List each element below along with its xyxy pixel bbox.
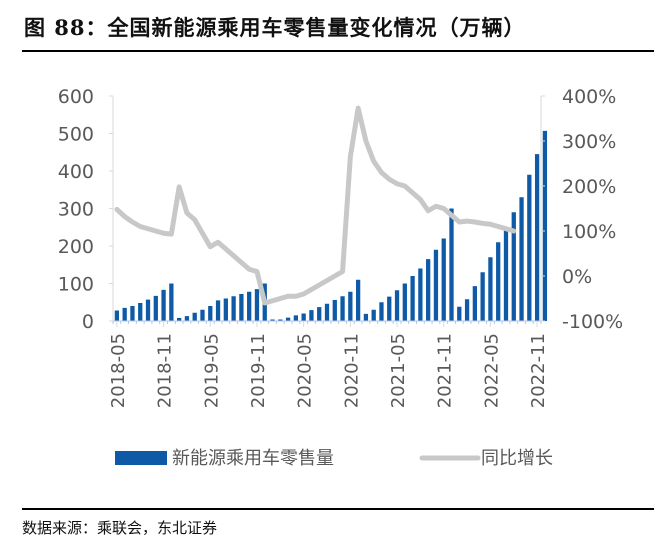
bar <box>534 154 540 321</box>
left-axis-tick-label: 100 <box>58 274 94 296</box>
bar <box>496 242 501 321</box>
bar <box>169 283 174 321</box>
bar <box>488 257 493 321</box>
right-axis-tick-label: 300% <box>562 131 616 153</box>
bar <box>145 299 151 321</box>
x-tick-label: 2022-11 <box>528 333 549 408</box>
bar <box>153 295 158 321</box>
bar <box>542 130 548 321</box>
right-axis-tick-label: -100% <box>562 311 623 333</box>
bar <box>293 315 299 321</box>
x-tick-label: 2021-05 <box>388 333 409 408</box>
bar <box>270 319 275 321</box>
bar <box>464 299 470 321</box>
bar <box>441 238 446 321</box>
left-axis-tick-label: 0 <box>82 311 94 333</box>
x-tick-label: 2018-11 <box>155 333 176 408</box>
bar <box>348 291 353 321</box>
bar <box>278 319 283 321</box>
bar <box>410 276 415 321</box>
bar <box>208 306 213 321</box>
bar <box>223 298 228 321</box>
bar <box>480 272 485 321</box>
bar <box>254 289 260 321</box>
bar <box>340 296 345 321</box>
bar <box>200 309 205 321</box>
x-tick-label: 2020-05 <box>295 333 316 408</box>
chart: 600 500 400 300 200 100 0 400% 300% 200% 100% 0% -10… <box>58 86 623 469</box>
x-tick-label: 2019-05 <box>201 333 222 408</box>
source-rule <box>22 508 654 510</box>
bar <box>449 208 454 321</box>
x-tick-label: 2022-05 <box>481 333 502 408</box>
x-tick-label: 2021-11 <box>435 333 456 408</box>
right-axis-tick-label: 400% <box>562 86 616 108</box>
left-axis-tick-label: 200 <box>58 236 94 258</box>
bar <box>519 197 524 321</box>
title-rule <box>22 50 654 52</box>
bar <box>114 310 120 321</box>
right-axis-tick-label: 100% <box>562 221 616 243</box>
bar <box>215 300 221 321</box>
bar <box>317 307 322 321</box>
bar <box>332 300 337 321</box>
bar <box>324 303 330 321</box>
bar <box>184 316 190 321</box>
bar <box>239 294 244 321</box>
bar <box>122 307 127 321</box>
bar <box>363 313 369 321</box>
bar <box>247 291 252 321</box>
bar <box>387 296 392 321</box>
bar <box>130 306 135 321</box>
x-tick-label: 2019-11 <box>248 333 269 408</box>
legend-label-bar: 新能源乘用车零售量 <box>172 448 334 469</box>
bar <box>426 259 431 321</box>
legend-label-line: 同比增长 <box>481 448 553 469</box>
bar <box>433 249 439 321</box>
x-tick-label: 2020-11 <box>341 333 362 408</box>
bar <box>371 309 376 321</box>
bar <box>161 289 166 321</box>
bar <box>379 302 384 321</box>
bar <box>511 212 516 321</box>
right-axis-tick-label: 200% <box>562 176 616 198</box>
bar <box>309 310 314 321</box>
bar <box>472 286 477 321</box>
left-axis-tick-label: 500 <box>58 124 94 146</box>
figure-title: 图 88：全国新能源乘用车零售量变化情况（万辆） <box>24 15 526 40</box>
bar <box>457 306 462 321</box>
left-axis-tick-label: 300 <box>58 199 94 221</box>
yoy-growth-line <box>114 105 517 306</box>
bar <box>418 268 423 321</box>
bar <box>402 283 407 321</box>
right-axis-tick-label: 0% <box>562 266 592 288</box>
bar <box>503 227 509 321</box>
bar <box>301 313 306 321</box>
bar <box>527 174 532 321</box>
left-axis-tick-label: 400 <box>58 161 94 183</box>
source-note: 数据来源：乘联会，东北证券 <box>22 519 218 537</box>
bar <box>177 318 182 321</box>
bar <box>192 312 197 321</box>
bar <box>285 317 291 321</box>
bar <box>231 296 236 321</box>
x-tick-label: 2018-05 <box>108 333 129 408</box>
bar <box>355 279 361 321</box>
left-axis-tick-label: 600 <box>58 86 94 108</box>
legend-swatch-bar <box>115 451 167 465</box>
bar <box>138 303 143 321</box>
bar <box>394 290 400 321</box>
